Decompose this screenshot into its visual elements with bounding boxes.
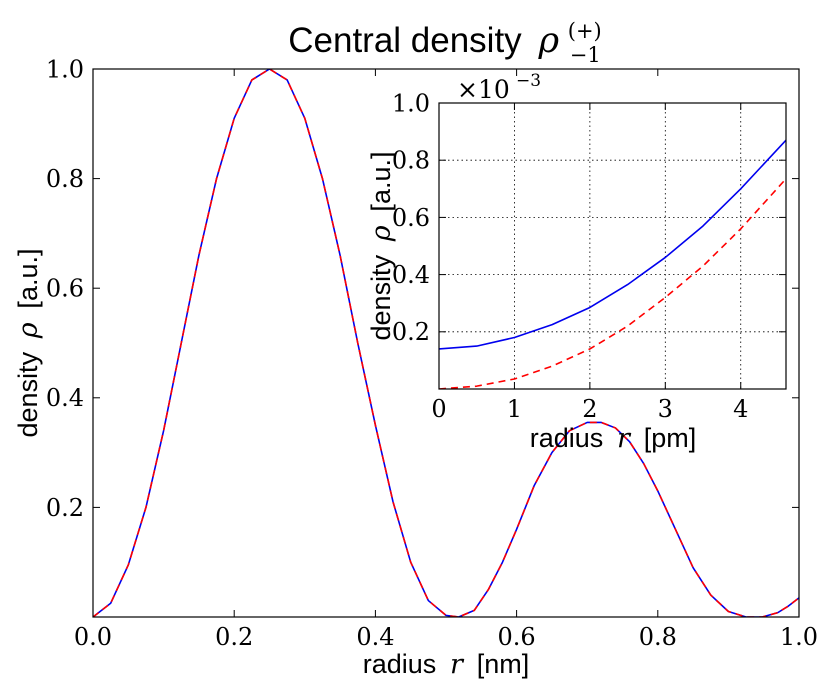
inset-series-dashed-line [439, 178, 786, 389]
inset-xtick-label-3: 3 [658, 395, 673, 423]
inset-scale-base: ×10 [457, 75, 510, 104]
main-axes-frame [92, 68, 800, 618]
inset-x-axis-label: radius r [pm] [530, 423, 696, 454]
main-xtick-label-0: 0.0 [74, 623, 112, 651]
inset-ticks: 0 1 2 3 4 0.2 0.4 0.6 0.8 1.0 [392, 89, 786, 423]
inset-axes: 0 1 2 3 4 0.2 0.4 0.6 0.8 1.0 [392, 89, 787, 423]
main-ytick-label-3: 0.8 [46, 165, 84, 193]
inset-series-solid-line [439, 139, 786, 350]
inset-xlabel-unit: [pm] [644, 423, 697, 453]
inset-axes-frame [438, 102, 787, 390]
main-xtick-label-2: 0.4 [356, 623, 394, 651]
inset-ytick-label-0: 0.2 [392, 318, 430, 346]
inset-plot-area [439, 139, 786, 389]
main-xlabel-text: radius [363, 649, 437, 679]
main-ticks: 0.0 0.2 0.4 0.6 0.8 1.0 0.2 0.4 0.6 0.8 1.0 [46, 55, 818, 651]
inset-ylabel-text: density [366, 254, 396, 340]
inset-xlabel-text: radius [530, 423, 604, 453]
inset-scale-marker: ×10 −3 [457, 71, 541, 104]
main-series-dashed-line [93, 69, 799, 617]
title-subscript: −1 [570, 43, 601, 67]
inset-ytick-label-2: 0.6 [392, 204, 430, 232]
main-xlabel-symbol: r [450, 649, 465, 680]
main-xtick-label-1: 0.2 [215, 623, 253, 651]
inset-ylabel-symbol: ρ [366, 225, 397, 242]
title-symbol: ρ [537, 21, 559, 61]
main-ytick-label-0: 0.2 [46, 494, 84, 522]
main-ylabel-text: density [13, 351, 43, 437]
chart-title: Central density ρ (+) [288, 19, 602, 61]
inset-ytick-label-3: 0.8 [392, 147, 430, 175]
inset-xtick-label-4: 4 [733, 395, 748, 423]
inset-xlabel-symbol: r [617, 423, 632, 454]
inset-ytick-label-1: 0.4 [392, 261, 430, 289]
main-axes: 0.0 0.2 0.4 0.6 0.8 1.0 0.2 0.4 0.6 0.8 1.0 [46, 55, 818, 651]
main-y-axis-label: density ρ [a.u.] [13, 249, 44, 438]
main-xtick-label-5: 1.0 [780, 623, 818, 651]
inset-xtick-label-1: 1 [507, 395, 522, 423]
title-text: Central density [288, 21, 522, 60]
main-ylabel-unit: [a.u.] [13, 249, 43, 309]
main-plot-area [93, 69, 799, 617]
main-ylabel-symbol: ρ [13, 322, 44, 339]
inset-ytick-label-4: 1.0 [392, 89, 430, 117]
inset-y-axis-label: density ρ [a.u.] [366, 152, 397, 341]
inset-xtick-label-2: 2 [582, 395, 597, 423]
main-xlabel-unit: [nm] [477, 649, 530, 679]
inset-background [439, 103, 786, 389]
main-xtick-label-4: 0.8 [639, 623, 677, 651]
title-superscript: (+) [568, 19, 602, 43]
main-ytick-label-4: 1.0 [46, 55, 84, 83]
main-x-axis-label: radius r [nm] [363, 649, 529, 680]
inset-scale-exponent: −3 [516, 71, 541, 91]
inset-xtick-label-0: 0 [431, 395, 446, 423]
main-ytick-label-2: 0.6 [46, 275, 84, 303]
inset-ylabel-unit: [a.u.] [366, 152, 396, 212]
main-ytick-label-1: 0.4 [46, 384, 84, 412]
main-xtick-label-3: 0.6 [498, 623, 536, 651]
